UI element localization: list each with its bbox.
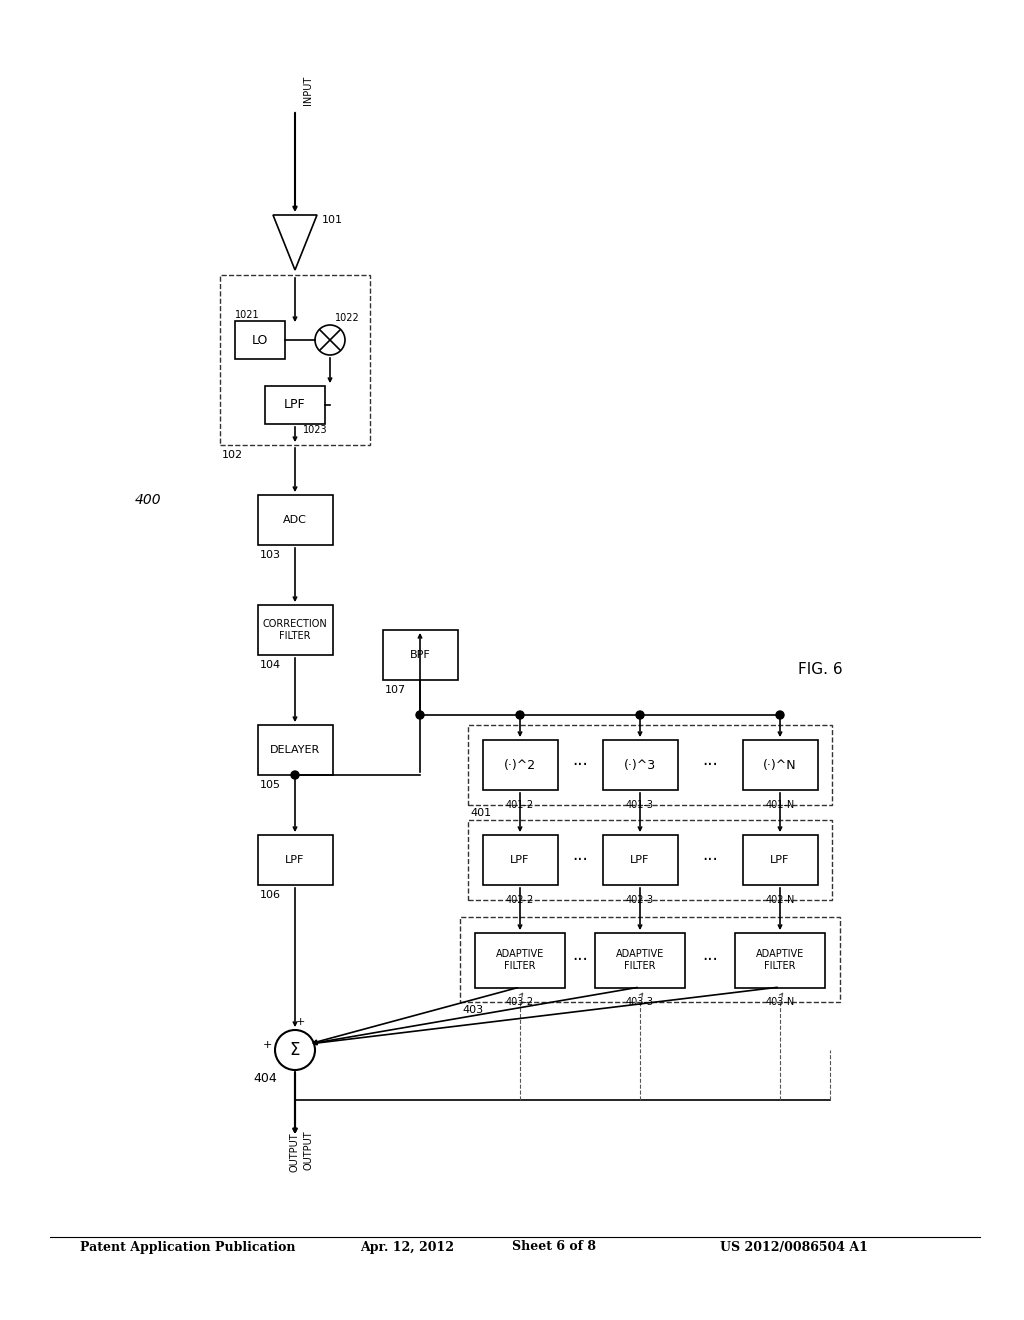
Text: OUTPUT: OUTPUT: [303, 1130, 313, 1170]
Circle shape: [636, 711, 644, 719]
Bar: [257, 725, 333, 775]
Text: 401-2: 401-2: [506, 800, 535, 810]
Text: 402-N: 402-N: [765, 895, 795, 906]
Text: LPF: LPF: [286, 855, 305, 865]
Text: ···: ···: [702, 851, 718, 869]
Bar: [602, 741, 678, 789]
Bar: [234, 321, 285, 359]
Text: DELAYER: DELAYER: [270, 744, 321, 755]
Text: ADAPTIVE
FILTER: ADAPTIVE FILTER: [615, 949, 665, 970]
Text: ···: ···: [702, 950, 718, 969]
Text: 107: 107: [385, 685, 407, 696]
Text: FIG. 6: FIG. 6: [798, 663, 843, 677]
Text: 1023: 1023: [303, 425, 328, 436]
Text: ADAPTIVE
FILTER: ADAPTIVE FILTER: [756, 949, 804, 970]
Text: LO: LO: [252, 334, 268, 346]
Bar: [742, 836, 817, 884]
Text: 400: 400: [135, 492, 162, 507]
Text: 404: 404: [253, 1072, 276, 1085]
Circle shape: [776, 711, 784, 719]
Bar: [735, 932, 825, 987]
Text: ADC: ADC: [283, 515, 307, 525]
Text: 102: 102: [222, 450, 243, 459]
Text: LPF: LPF: [631, 855, 649, 865]
Text: (·)^N: (·)^N: [763, 759, 797, 771]
Bar: [383, 630, 458, 680]
Text: +: +: [262, 1040, 271, 1049]
Text: 403-2: 403-2: [506, 997, 535, 1007]
Circle shape: [291, 771, 299, 779]
Text: INPUT: INPUT: [303, 75, 313, 104]
Text: +: +: [295, 1016, 305, 1027]
Bar: [257, 836, 333, 884]
Bar: [265, 385, 325, 424]
Bar: [595, 932, 685, 987]
Bar: [482, 836, 557, 884]
Text: ···: ···: [572, 756, 588, 774]
Text: 1021: 1021: [234, 310, 260, 319]
Text: Σ: Σ: [290, 1041, 300, 1059]
Text: ADAPTIVE
FILTER: ADAPTIVE FILTER: [496, 949, 544, 970]
Text: (·)^2: (·)^2: [504, 759, 536, 771]
Text: 106: 106: [260, 890, 281, 900]
Bar: [257, 495, 333, 545]
Bar: [475, 932, 565, 987]
Text: 104: 104: [260, 660, 282, 671]
Bar: [460, 917, 840, 1002]
Text: ···: ···: [572, 950, 588, 969]
Text: LPF: LPF: [770, 855, 790, 865]
Bar: [257, 605, 333, 655]
Bar: [468, 820, 831, 900]
Text: (·)^3: (·)^3: [624, 759, 656, 771]
Text: 403: 403: [462, 1005, 483, 1015]
Text: 101: 101: [322, 215, 343, 224]
Text: 402-3: 402-3: [626, 895, 654, 906]
Text: 105: 105: [260, 780, 281, 789]
Text: 403-3: 403-3: [626, 997, 654, 1007]
Circle shape: [416, 711, 424, 719]
Text: 401-3: 401-3: [626, 800, 654, 810]
Text: OUTPUT: OUTPUT: [290, 1133, 300, 1172]
Bar: [220, 275, 370, 445]
Text: 402-2: 402-2: [506, 895, 535, 906]
Text: US 2012/0086504 A1: US 2012/0086504 A1: [720, 1241, 868, 1254]
Text: 401: 401: [470, 808, 492, 818]
Circle shape: [516, 711, 524, 719]
Bar: [468, 725, 831, 805]
Text: BPF: BPF: [410, 649, 430, 660]
Text: Apr. 12, 2012: Apr. 12, 2012: [360, 1241, 454, 1254]
Text: ···: ···: [702, 756, 718, 774]
Text: 1022: 1022: [335, 313, 359, 323]
Text: Patent Application Publication: Patent Application Publication: [80, 1241, 296, 1254]
Text: ···: ···: [572, 851, 588, 869]
Bar: [482, 741, 557, 789]
Bar: [742, 741, 817, 789]
Text: 401-N: 401-N: [765, 800, 795, 810]
Text: LPF: LPF: [510, 855, 529, 865]
Text: 103: 103: [260, 550, 281, 560]
Text: 403-N: 403-N: [765, 997, 795, 1007]
Bar: [602, 836, 678, 884]
Text: LPF: LPF: [285, 399, 306, 412]
Text: Sheet 6 of 8: Sheet 6 of 8: [512, 1241, 596, 1254]
Text: CORRECTION
FILTER: CORRECTION FILTER: [262, 619, 328, 640]
